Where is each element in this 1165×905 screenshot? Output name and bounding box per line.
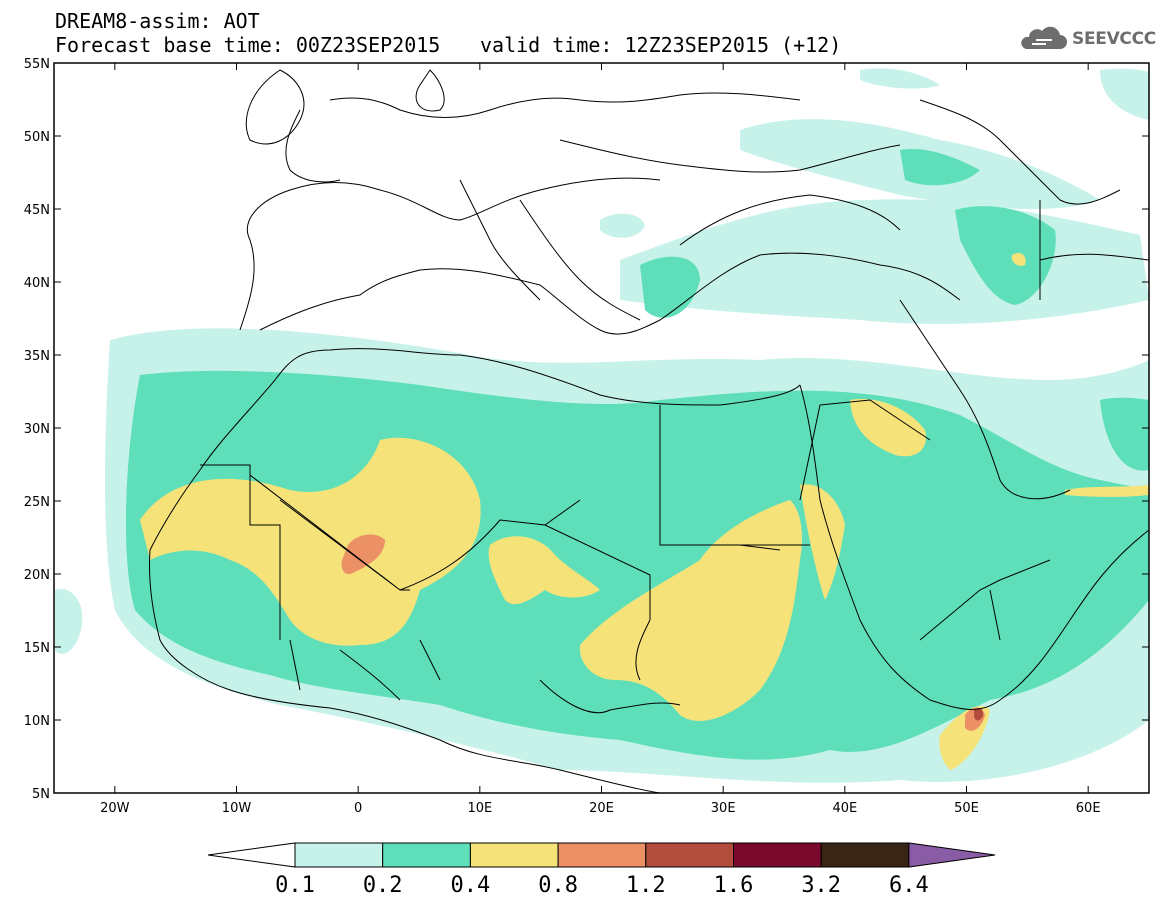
chart-title: DREAM8-assim: AOT bbox=[55, 9, 260, 33]
colorbar-label: 0.2 bbox=[363, 873, 403, 898]
lat-tick-label: 40N bbox=[24, 276, 50, 291]
lon-tick-label: 10E bbox=[467, 801, 492, 816]
lat-tick-label: 45N bbox=[24, 203, 50, 218]
lat-tick-label: 15N bbox=[24, 641, 50, 656]
colorbar-segment bbox=[820, 842, 910, 868]
aot-contours bbox=[55, 68, 1149, 793]
lon-tick-label: 50E bbox=[954, 801, 979, 816]
colorbar-segment bbox=[294, 842, 384, 868]
cloud-icon bbox=[1021, 26, 1067, 49]
coastlines-borders bbox=[149, 69, 1149, 793]
lon-tick-label: 30E bbox=[711, 801, 736, 816]
colorbar-label: 1.6 bbox=[714, 873, 754, 898]
lat-tick-label: 35N bbox=[24, 349, 50, 364]
lon-tick-label: 60E bbox=[1076, 801, 1101, 816]
lat-tick-label: 25N bbox=[24, 495, 50, 510]
lon-tick-label: 20W bbox=[100, 801, 130, 816]
colorbar-segment bbox=[469, 842, 559, 868]
colorbar-label: 0.8 bbox=[538, 873, 578, 898]
lat-tick-label: 30N bbox=[24, 422, 50, 437]
colorbar-label: 6.4 bbox=[889, 873, 929, 898]
colorbar-segment bbox=[382, 842, 471, 868]
aot-level-1.2 bbox=[974, 708, 984, 721]
lat-tick-label: 50N bbox=[24, 130, 50, 145]
colorbar-label: 0.4 bbox=[451, 873, 491, 898]
lat-tick-label: 55N bbox=[24, 57, 50, 72]
forecast-base-time: Forecast base time: 00Z23SEP2015 bbox=[55, 33, 441, 57]
lon-tick-label: 20E bbox=[589, 801, 614, 816]
colorbar-segment bbox=[733, 842, 822, 868]
colorbar-under-arrow bbox=[207, 842, 296, 868]
colorbar-label: 1.2 bbox=[626, 873, 666, 898]
lat-tick-label: 5N bbox=[32, 787, 50, 802]
colorbar-group: 0.1 0.2 0.4 0.8 1.2 1.6 3.2 6.4 bbox=[207, 842, 996, 898]
colorbar-label: 3.2 bbox=[801, 873, 841, 898]
lon-tick-label: 0 bbox=[354, 801, 362, 816]
colorbar-over-arrow bbox=[908, 842, 996, 868]
colorbar-label: 0.1 bbox=[275, 873, 315, 898]
lon-tick-label: 10W bbox=[222, 801, 252, 816]
axis-ticks: 5N 10N 15N 20N 25N 30N 35N 40N 45N 50N 55N 20W 10W 0 1… bbox=[24, 57, 1149, 816]
colorbar-segment bbox=[645, 842, 734, 868]
colorbar-segment bbox=[557, 842, 647, 868]
seevccc-logo: SEEVCCC bbox=[1018, 24, 1156, 54]
aot-level-0.4 bbox=[140, 253, 1149, 770]
lat-tick-label: 20N bbox=[24, 568, 50, 583]
lon-tick-label: 40E bbox=[832, 801, 857, 816]
lat-tick-label: 10N bbox=[24, 714, 50, 729]
logo-text: SEEVCCC bbox=[1072, 29, 1156, 49]
valid-time: valid time: 12Z23SEP2015 (+12) bbox=[480, 33, 842, 57]
